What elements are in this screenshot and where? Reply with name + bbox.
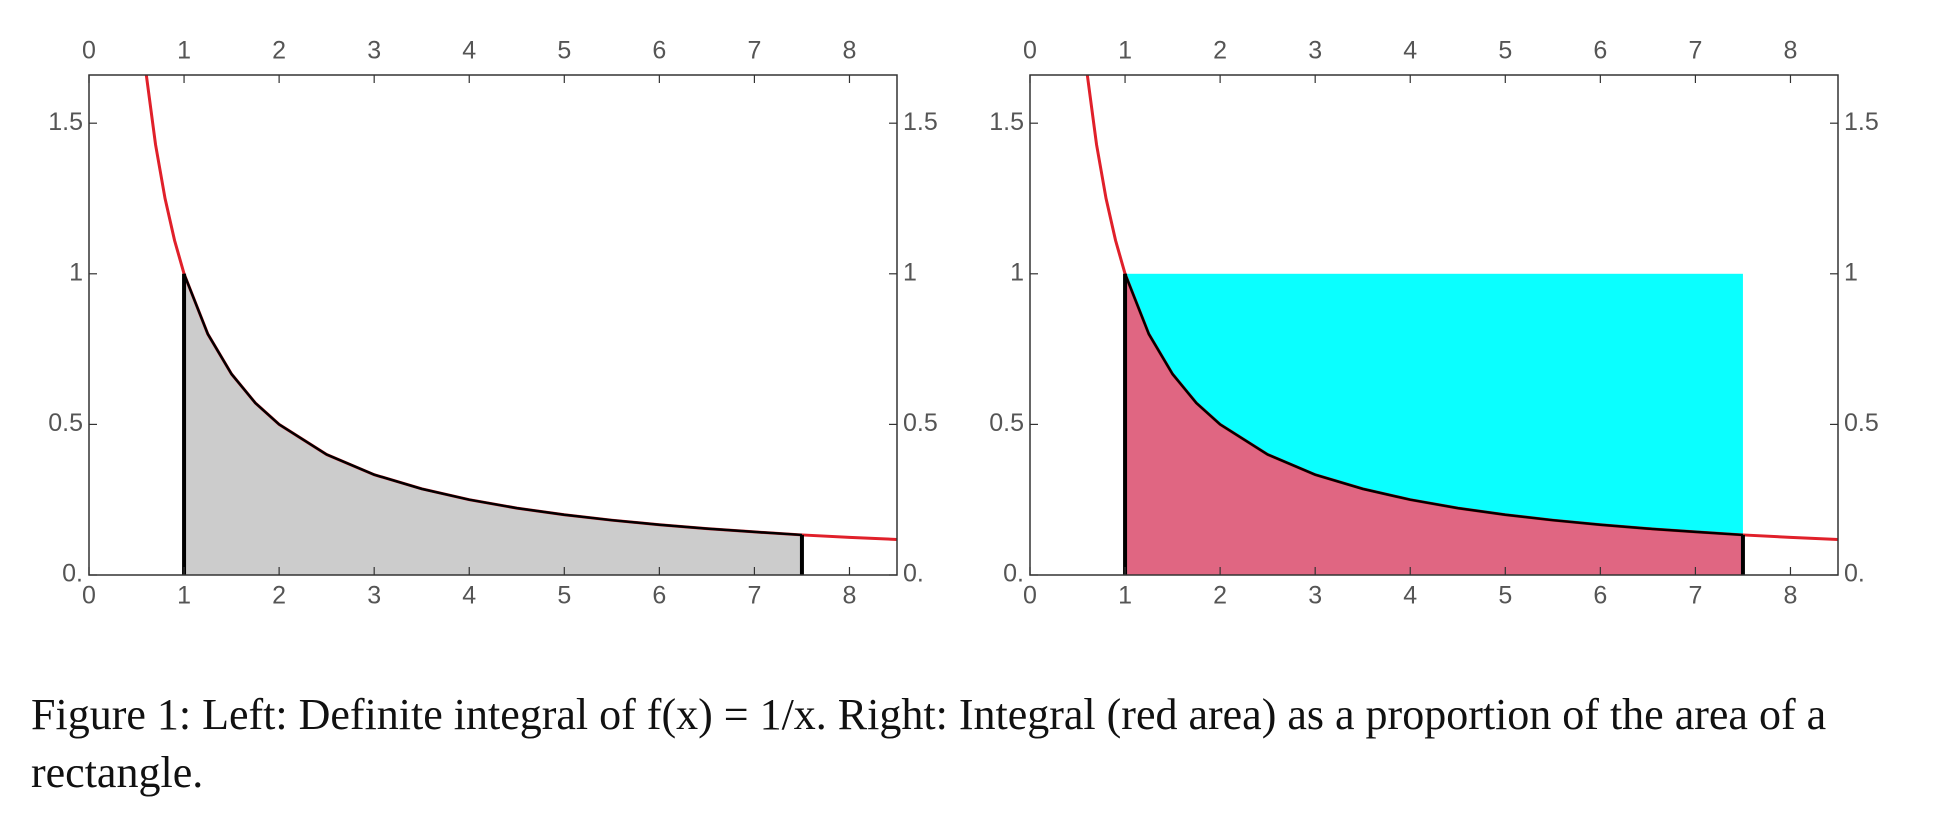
y-tick-label: 0.	[1844, 560, 1865, 588]
x-tick-label: 1	[177, 37, 191, 65]
x-tick-label: 8	[843, 37, 857, 65]
plot-area	[144, 75, 897, 575]
x-tick-label: 4	[1403, 37, 1417, 65]
x-tick-label: 6	[652, 37, 666, 65]
x-tick-label: 0	[82, 582, 96, 610]
y-tick-label: 1	[903, 258, 917, 286]
x-tick-label: 8	[843, 582, 857, 610]
x-tick-label: 7	[1688, 37, 1702, 65]
x-tick-label: 7	[747, 582, 761, 610]
y-tick-label: 0.5	[989, 409, 1024, 437]
x-tick-label: 8	[1784, 37, 1798, 65]
frame	[88, 74, 898, 576]
frame	[1029, 74, 1839, 576]
x-tick-label: 7	[1688, 582, 1702, 610]
y-tick-label: 1.5	[48, 108, 83, 136]
x-tick-label: 1	[177, 582, 191, 610]
x-tick-label: 4	[462, 37, 476, 65]
y-tick-label: 0.	[1003, 560, 1024, 588]
y-tick-label: 1.5	[989, 108, 1024, 136]
x-tick-label: 2	[272, 582, 286, 610]
x-tick-label: 8	[1784, 582, 1798, 610]
x-tick-label: 6	[1593, 37, 1607, 65]
x-tick-label: 3	[367, 37, 381, 65]
shade-edge-curve	[182, 273, 803, 537]
y-tick-label: 0.5	[1844, 409, 1879, 437]
x-tick-label: 7	[747, 37, 761, 65]
x-tick-label: 5	[1498, 37, 1512, 65]
x-tick-label: 3	[1308, 582, 1322, 610]
x-tick-label: 6	[652, 582, 666, 610]
y-tick-label: 1.5	[1844, 108, 1879, 136]
shaded-area	[184, 273, 802, 575]
x-tick-label: 0	[82, 37, 96, 65]
x-tick-label: 0	[1023, 37, 1037, 65]
x-tick-label: 4	[462, 582, 476, 610]
x-tick-label: 6	[1593, 582, 1607, 610]
y-tick-label: 0.	[903, 560, 924, 588]
x-tick-label: 0	[1023, 582, 1037, 610]
y-tick-label: 1.5	[903, 108, 938, 136]
x-tick-label: 2	[1213, 582, 1227, 610]
y-tick-label: 1	[1010, 258, 1024, 286]
caption: Figure 1: Left: Definite integral of f(x…	[31, 690, 1827, 797]
x-tick-label: 2	[1213, 37, 1227, 65]
y-tick-label: 1	[1844, 258, 1858, 286]
y-tick-label: 0.5	[903, 409, 938, 437]
x-tick-label: 1	[1118, 582, 1132, 610]
x-tick-label: 4	[1403, 582, 1417, 610]
x-tick-label: 5	[557, 37, 571, 65]
shade-edge-curve	[1123, 273, 1744, 537]
y-tick-label: 0.	[62, 560, 83, 588]
x-tick-label: 5	[557, 582, 571, 610]
x-tick-label: 2	[272, 37, 286, 65]
x-tick-label: 3	[1308, 37, 1322, 65]
y-tick-label: 1	[69, 258, 83, 286]
y-tick-label: 0.5	[48, 409, 83, 437]
plot-area	[1085, 75, 1838, 575]
x-tick-label: 3	[367, 582, 381, 610]
x-tick-label: 5	[1498, 582, 1512, 610]
shaded-area	[1125, 273, 1743, 575]
x-tick-label: 1	[1118, 37, 1132, 65]
